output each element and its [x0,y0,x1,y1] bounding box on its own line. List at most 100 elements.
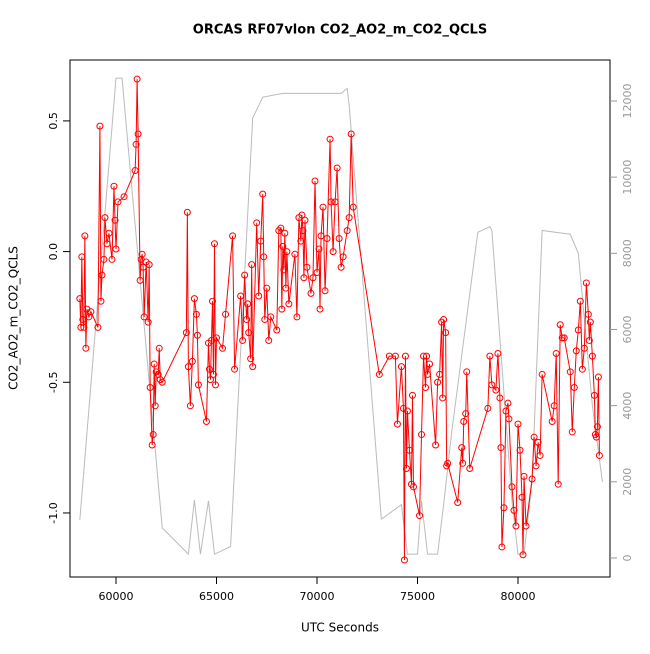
point [403,407,411,415]
point [309,274,317,282]
x-tick-label: 70000 [300,590,335,603]
point [335,235,343,243]
point [112,245,120,253]
point [500,504,508,512]
point [572,347,580,355]
point [488,381,496,389]
point [248,261,256,269]
point [401,352,409,360]
point [101,214,109,222]
point [317,232,325,240]
point [580,344,588,352]
point [140,313,148,321]
point [282,284,290,292]
point [578,365,586,373]
point [303,263,311,271]
point [255,292,263,300]
point [151,402,159,410]
point [209,370,217,378]
point [279,242,287,250]
point [94,323,102,331]
point [206,376,214,384]
point [444,459,452,467]
point [108,255,116,263]
point [568,428,576,436]
point [100,255,108,263]
point [397,363,405,371]
point [590,391,598,399]
y-tick-label: -1.0 [47,502,60,523]
point [257,237,265,245]
point [299,227,307,235]
point [283,248,291,256]
point [131,167,139,175]
point [586,318,594,326]
point [409,483,417,491]
point [208,297,216,305]
point [420,352,428,360]
point [512,522,520,530]
point [277,224,285,232]
point [323,235,331,243]
point [293,313,301,321]
point [80,323,88,331]
point [253,219,261,227]
point [205,365,213,373]
point [516,446,524,454]
point [331,198,339,206]
point [291,250,299,258]
point [536,451,544,459]
point [337,263,345,271]
point [556,321,564,329]
point [280,266,288,274]
point [440,316,448,324]
point [105,229,113,237]
point [497,444,505,452]
point [237,292,245,300]
point [136,276,144,284]
point [78,253,86,261]
point [550,402,558,410]
point [570,384,578,392]
point [566,368,574,376]
y2-tick-label: 12000 [621,83,634,118]
point [595,451,603,459]
point [391,352,399,360]
point [111,216,119,224]
y2-tick-label: 6000 [621,315,634,343]
y2-tick-label: 10000 [621,160,634,195]
point [462,410,470,418]
point [212,381,220,389]
point [300,274,308,282]
point [416,512,424,520]
point [188,357,196,365]
point [281,229,289,237]
point [576,297,584,305]
point [182,329,190,337]
point [422,384,430,392]
point [149,431,157,439]
point [110,182,118,190]
point [245,329,253,337]
x-axis-label: UTC Seconds [301,621,379,635]
plot-frame [69,59,611,578]
point [592,433,600,441]
point [138,250,146,258]
x-tick-label: 65000 [199,590,234,603]
point [594,373,602,381]
point [243,316,251,324]
point [307,289,315,297]
point [347,130,355,138]
point [538,370,546,378]
point [311,177,319,185]
point [98,271,106,279]
point [582,279,590,287]
point [97,297,105,305]
point [532,462,540,470]
point [400,556,408,564]
point [144,318,152,326]
point [222,310,230,318]
x-tick-label: 80000 [501,590,536,603]
point [77,323,85,331]
